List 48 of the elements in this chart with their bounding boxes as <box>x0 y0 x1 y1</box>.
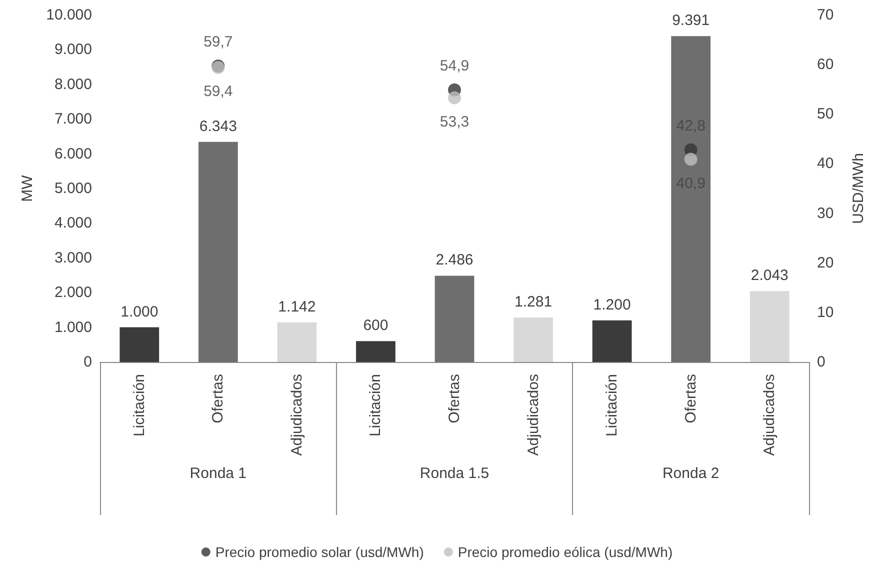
y-axis-title: MW <box>19 174 36 202</box>
data-label: 59,4 <box>204 83 233 100</box>
x-tick-label: Ofertas <box>210 374 227 424</box>
x-tick-label: Adjudicados <box>524 374 542 456</box>
x-tick-label: Adjudicados <box>288 374 306 456</box>
legend-label: Precio promedio eólica (usd/MWh) <box>458 544 673 560</box>
y-tick-label: 6.000 <box>54 145 92 162</box>
y2-tick-label: 40 <box>817 155 834 172</box>
y-tick-label: 2.000 <box>54 284 92 302</box>
data-label: 600 <box>363 317 388 334</box>
x-tick-label: Licitación <box>130 374 148 437</box>
y-tick-label: 7.000 <box>54 110 92 128</box>
x-tick-label: Adjudicados <box>761 374 778 456</box>
data-label: 1.200 <box>593 296 631 314</box>
text: Ronda 1.5 <box>420 465 490 482</box>
data-label: 1.281 <box>514 294 552 311</box>
x-tick-label: Ofertas <box>446 374 463 424</box>
text: Ronda 1 <box>190 465 247 482</box>
data-label: 2.043 <box>750 267 788 284</box>
data-label: 1.142 <box>278 298 316 316</box>
data-label: 2.486 <box>436 252 474 269</box>
y2-tick-label: 50 <box>817 106 834 123</box>
data-label: 53,3 <box>440 113 470 130</box>
y-tick-label: 8.000 <box>54 76 92 93</box>
y2-tick-label: 20 <box>817 254 834 272</box>
y2-tick-label: 60 <box>817 56 834 74</box>
y2-tick-label: 30 <box>817 204 834 222</box>
y-tick-label: 0 <box>84 354 92 370</box>
y2-tick-label: 70 <box>817 6 834 24</box>
text: Ronda 2 <box>662 465 720 482</box>
y2-axis-title: USD/MWh <box>850 153 867 224</box>
x-tick-label: Licitación <box>367 374 384 437</box>
x-tick-label: Licitación <box>604 374 621 437</box>
y2-tick-label: 0 <box>817 354 826 370</box>
y-tick-label: 4.000 <box>54 214 92 232</box>
data-label: 6.343 <box>199 118 237 135</box>
y-tick-label: 3.000 <box>54 249 92 266</box>
y-tick-label: 9.000 <box>54 41 92 58</box>
data-label: 59,7 <box>204 34 233 51</box>
data-label: 1.000 <box>120 303 158 320</box>
y-tick-label: 1.000 <box>54 318 92 336</box>
legend-label: Precio promedio solar (usd/MWh) <box>215 544 424 560</box>
data-label: 54,9 <box>440 57 470 74</box>
y-tick-label: 10.000 <box>46 6 92 24</box>
y2-tick-label: 10 <box>817 304 834 321</box>
data-label: 9.391 <box>672 12 710 30</box>
x-tick-label: Ofertas <box>682 374 700 424</box>
y-tick-label: 5.000 <box>54 180 92 197</box>
